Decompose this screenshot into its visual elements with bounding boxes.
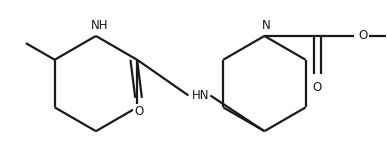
Text: O: O [359,29,368,42]
Text: O: O [134,105,143,117]
Text: N: N [262,19,271,32]
Text: HN: HN [192,89,209,102]
Text: NH: NH [91,19,108,32]
Text: O: O [313,81,322,94]
